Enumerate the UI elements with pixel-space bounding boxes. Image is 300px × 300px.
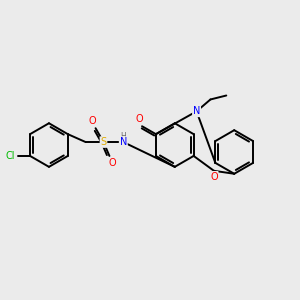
Text: N: N [120,137,127,147]
Text: S: S [100,137,106,147]
Text: O: O [109,158,116,168]
Text: O: O [89,116,96,126]
Text: H: H [120,132,126,141]
Text: O: O [210,172,218,182]
Text: N: N [193,106,200,116]
Text: O: O [135,114,143,124]
Text: Cl: Cl [5,151,15,161]
